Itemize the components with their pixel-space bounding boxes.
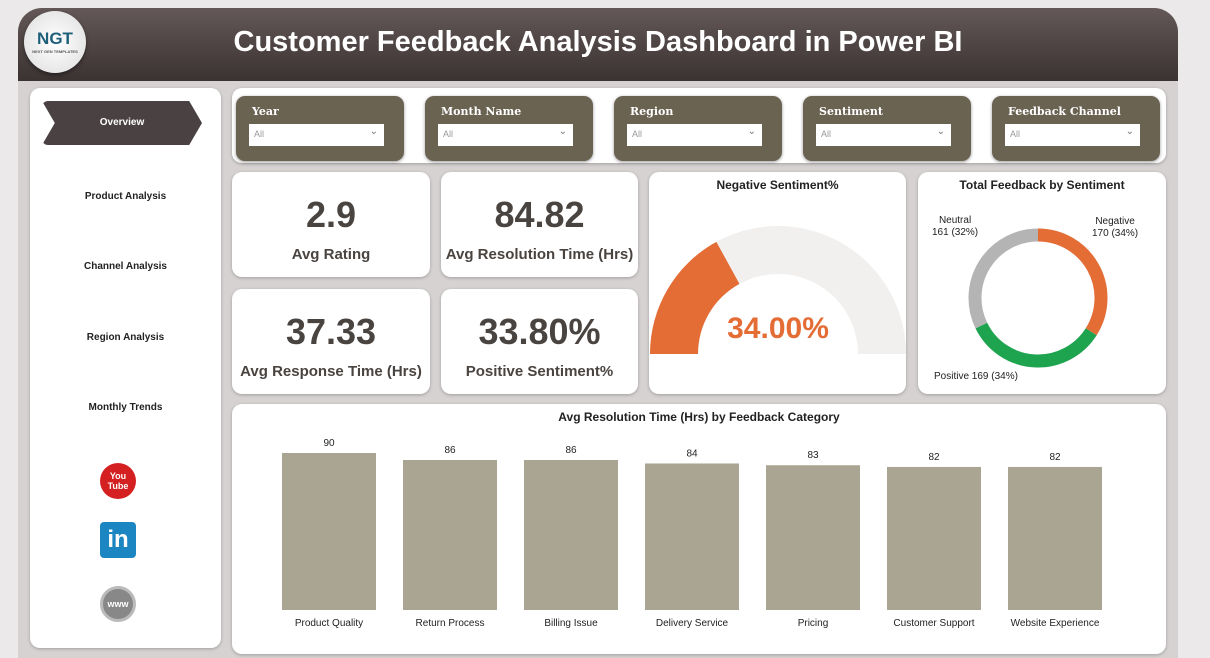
youtube-icon[interactable]: You Tube [100,463,136,499]
filter-year: Year All ⌄ [236,96,404,161]
donut-label-neutral: Neutral 161 (32%) [932,215,979,238]
filter-dropdown[interactable]: All ⌄ [816,124,951,146]
filter-month-name: Month Name All ⌄ [425,96,593,161]
nav-region-analysis[interactable]: Region Analysis [86,332,165,343]
bar[interactable] [403,459,497,610]
gauge-card: Negative Sentiment% 34.00% [649,172,906,394]
kpi-avg-rating: 2.9 Avg Rating [232,172,430,277]
filter-dropdown[interactable]: All ⌄ [1005,124,1140,146]
nav-overview[interactable]: Overview [42,101,202,145]
category-label: Delivery Service [656,618,729,629]
bar-chart-card: Avg Resolution Time (Hrs) by Feedback Ca… [232,404,1166,654]
nav-product-analysis[interactable]: Product Analysis [84,191,167,202]
donut-card: Total Feedback by Sentiment Negative 170 … [918,172,1166,394]
bar-data-label: 82 [1049,452,1061,463]
filter-panel: Year All ⌄ Month Name All ⌄ Region All ⌄ Sentimen… [232,88,1166,163]
bar[interactable] [766,465,860,610]
bar[interactable] [524,459,618,610]
filter-label: Feedback Channel [1008,105,1121,118]
kpi-positive-sentiment: 33.80% Positive Sentiment% [441,289,638,394]
globe-icon[interactable]: www [100,586,136,622]
bar-data-label: 82 [928,452,940,463]
filter-dropdown[interactable]: All ⌄ [249,124,384,146]
bar-data-label: 83 [807,450,819,461]
donut-slice-positive[interactable] [975,322,1097,368]
gauge-value: 34.00% [727,312,829,345]
bar[interactable] [887,466,981,610]
logo: NGT NEXT GEN TEMPLATES [24,11,86,73]
category-label: Return Process [416,618,485,629]
category-label: Customer Support [893,618,974,629]
bar-data-label: 84 [686,448,698,459]
chevron-down-icon: ⌄ [936,126,945,137]
kpi-avg-response-time: 37.33 Avg Response Time (Hrs) [232,289,430,394]
bar[interactable] [1008,466,1102,610]
donut-label-negative: Negative 170 (34%) [1092,216,1139,239]
page-title: Customer Feedback Analysis Dashboard in … [233,26,963,58]
chevron-down-icon: ⌄ [1125,126,1134,137]
filter-region: Region All ⌄ [614,96,782,161]
category-label: Pricing [798,618,829,629]
chevron-down-icon: ⌄ [558,126,567,137]
donut-title: Total Feedback by Sentiment [959,178,1125,192]
category-label: Website Experience [1011,618,1100,629]
bar-data-label: 86 [565,445,577,456]
chevron-down-icon: ⌄ [369,126,378,137]
bar-chart-title: Avg Resolution Time (Hrs) by Feedback Ca… [558,410,840,424]
sidebar: Overview Product Analysis Channel Analys… [30,88,221,648]
category-label: Billing Issue [544,618,598,629]
donut-label-positive: Positive 169 (34%) [934,371,1018,382]
nav-monthly-trends[interactable]: Monthly Trends [88,402,163,413]
bar-data-label: 86 [444,445,456,456]
filter-label: Year [252,105,279,118]
bar[interactable] [282,453,376,610]
bar-data-label: 90 [323,438,335,449]
gauge-title: Negative Sentiment% [716,178,839,192]
kpi-avg-resolution-time: 84.82 Avg Resolution Time (Hrs) [441,172,638,277]
filter-label: Region [630,105,674,118]
filter-dropdown[interactable]: All ⌄ [438,124,573,146]
filter-label: Sentiment [819,105,883,118]
chevron-down-icon: ⌄ [747,126,756,137]
linkedin-icon[interactable]: in [100,522,136,558]
category-label: Product Quality [295,618,363,629]
filter-label: Month Name [441,105,522,118]
donut-slice-negative[interactable] [1037,228,1108,336]
filter-sentiment: Sentiment All ⌄ [803,96,971,161]
gauge-fill [650,241,740,354]
filter-feedback-channel: Feedback Channel All ⌄ [992,96,1160,161]
header: Customer Feedback Analysis Dashboard in … [18,8,1178,81]
bar[interactable] [645,463,739,610]
filter-dropdown[interactable]: All ⌄ [627,124,762,146]
nav-channel-analysis[interactable]: Channel Analysis [84,261,167,272]
donut-slice-neutral[interactable] [968,228,1039,329]
